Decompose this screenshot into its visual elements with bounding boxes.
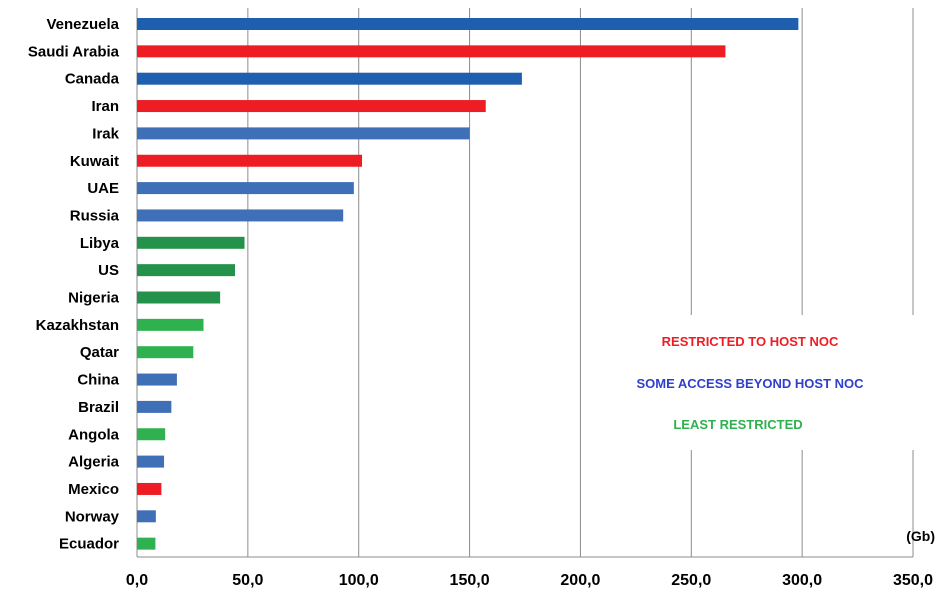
category-label-russia: Russia	[70, 207, 120, 224]
bar-angola	[137, 428, 166, 441]
unit-label: (Gb)	[906, 528, 935, 544]
category-label-angola: Angola	[68, 426, 119, 443]
bar-russia	[137, 209, 344, 222]
legend-entry-some-access: SOME ACCESS BEYOND HOST NOC	[636, 376, 864, 391]
x-tick-labels: 0,0 50,0 100,0 150,0 200,0 250,0 300,0 350,0	[126, 572, 933, 589]
x-tick-label-6: 300,0	[782, 572, 822, 589]
category-label-libya: Libya	[80, 235, 120, 252]
x-tick-label-0: 0,0	[126, 572, 148, 589]
bar-kuwait	[137, 154, 363, 167]
category-label-kuwait: Kuwait	[70, 153, 119, 170]
bar-ecuador	[137, 537, 156, 550]
x-tick-label-3: 150,0	[450, 572, 490, 589]
x-tick-label-1: 50,0	[232, 572, 263, 589]
category-label-nigeria: Nigeria	[68, 290, 120, 307]
x-tick-label-7: 350,0	[893, 572, 933, 589]
bars	[137, 18, 799, 550]
bar-norway	[137, 510, 156, 523]
legend-entry-restricted: RESTRICTED TO HOST NOC	[662, 334, 839, 349]
category-label-brazil: Brazil	[78, 399, 119, 416]
category-label-kazakhstan: Kazakhstan	[36, 317, 119, 334]
category-label-canada: Canada	[65, 71, 120, 88]
category-label-china: China	[77, 372, 119, 389]
legend-background	[600, 315, 925, 450]
bar-iran	[137, 100, 486, 113]
bar-us	[137, 264, 235, 277]
category-label-us: US	[98, 262, 119, 279]
bar-qatar	[137, 346, 194, 359]
legend: RESTRICTED TO HOST NOC SOME ACCESS BEYON…	[636, 334, 864, 432]
bar-canada	[137, 72, 522, 85]
category-labels: Venezuela Saudi Arabia Canada Iran Irak Kuwai…	[28, 16, 120, 553]
category-label-norway: Norway	[65, 508, 120, 525]
bar-nigeria	[137, 291, 221, 304]
category-label-iran: Iran	[91, 98, 119, 115]
category-label-uae: UAE	[87, 180, 119, 197]
category-label-venezuela: Venezuela	[46, 16, 119, 33]
bar-brazil	[137, 400, 172, 413]
bar-uae	[137, 182, 354, 195]
bar-irak	[137, 127, 470, 140]
category-label-mexico: Mexico	[68, 481, 119, 498]
category-label-ecuador: Ecuador	[59, 536, 119, 553]
category-label-algeria: Algeria	[68, 454, 120, 471]
legend-entry-least-restricted: LEAST RESTRICTED	[673, 417, 802, 432]
bar-libya	[137, 236, 245, 249]
gridlines	[136, 8, 914, 558]
category-label-saudi-arabia: Saudi Arabia	[28, 43, 120, 60]
bar-kazakhstan	[137, 318, 204, 331]
x-tick-label-2: 100,0	[339, 572, 379, 589]
bar-mexico	[137, 482, 162, 495]
x-tick-label-5: 250,0	[671, 572, 711, 589]
bar-algeria	[137, 455, 165, 468]
category-label-irak: Irak	[92, 125, 119, 142]
bar-saudi-arabia	[137, 45, 726, 58]
category-label-qatar: Qatar	[80, 344, 119, 361]
x-tick-label-4: 200,0	[560, 572, 600, 589]
bar-venezuela	[137, 18, 799, 30]
bar-china	[137, 373, 177, 386]
